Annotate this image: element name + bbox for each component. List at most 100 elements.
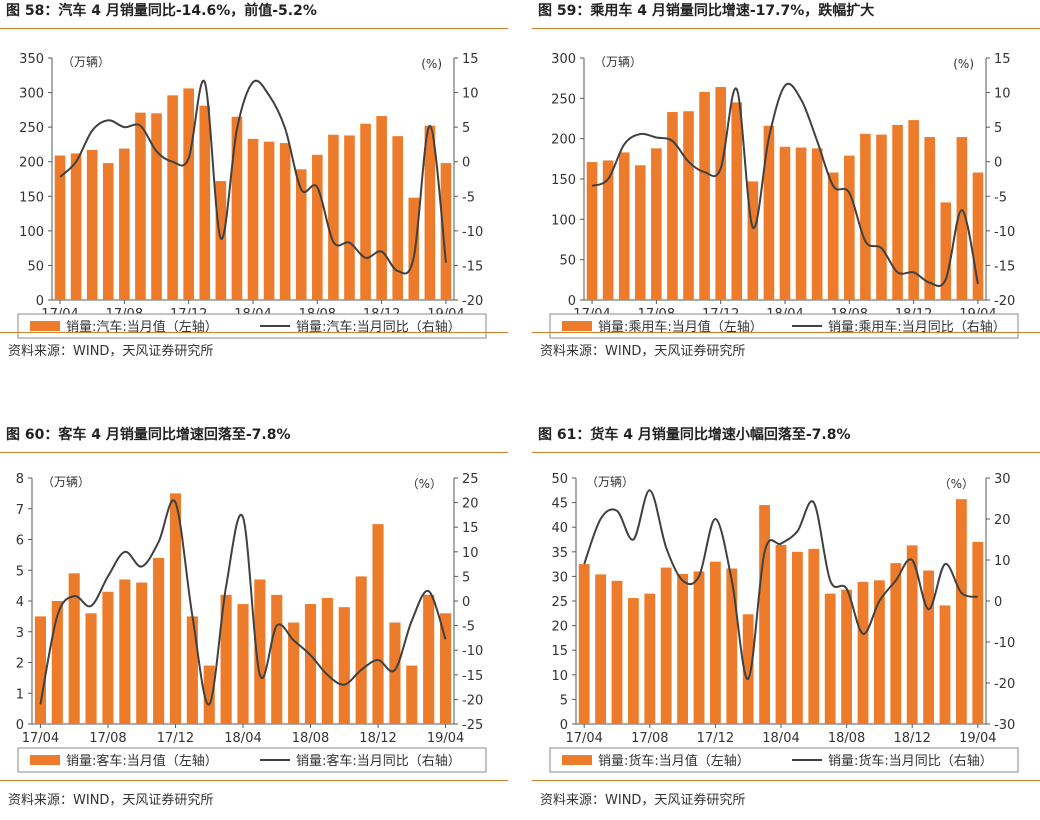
left-tick-label: 40: [551, 521, 568, 536]
legend-bar-swatch: [30, 755, 60, 765]
right-unit-label: （%）: [939, 477, 974, 491]
right-tick-label: -15: [462, 259, 483, 274]
bar: [660, 567, 672, 724]
bar: [618, 152, 630, 300]
right-tick-label: 25: [462, 472, 479, 487]
left-tick-label: 3: [16, 626, 24, 641]
source-note: 资料来源：WIND，天风证券研究所: [540, 793, 746, 808]
right-tick-label: 10: [462, 546, 479, 561]
x-tick-label: 17/04: [22, 731, 59, 746]
right-tick-label: -15: [462, 669, 483, 684]
legend-bar-label: 销量:乘用车:当月值（左轴）: [598, 319, 763, 335]
bar: [424, 125, 436, 300]
title-rule: [0, 452, 508, 453]
chart-panel-60: 图 60：客车 4 月销量同比增速回落至-7.8% 0 1 2 3 4 5 6 7 8 -25 -2…: [0, 424, 508, 816]
bottom-rule: [532, 332, 1040, 333]
bar: [677, 573, 689, 724]
bar: [683, 111, 694, 301]
bar: [715, 87, 726, 300]
x-tick-label: 18/04: [762, 731, 799, 746]
bar: [440, 163, 452, 300]
x-tick-label: 18/08: [292, 731, 329, 746]
bar: [312, 154, 323, 300]
right-unit-label: （%）: [407, 477, 442, 491]
line-series: [59, 79, 447, 275]
bar: [857, 581, 869, 724]
bar: [844, 155, 855, 300]
left-tick-label: 200: [551, 133, 576, 148]
chart-panel-61: 图 61：货车 4 月销量同比增速小幅回落至-7.8% 0 5 10 15 20 25 30…: [532, 424, 1040, 816]
legend-bar-swatch: [30, 321, 60, 331]
bar: [247, 138, 259, 300]
bar: [279, 143, 291, 300]
x-tick-label: 18/12: [359, 731, 396, 746]
left-tick-label: 50: [551, 472, 568, 487]
left-tick-label: 8: [16, 472, 24, 487]
bar: [940, 202, 952, 300]
bar: [423, 594, 435, 724]
right-tick-label: 0: [462, 156, 470, 171]
source-note: 资料来源：WIND，天风证券研究所: [8, 344, 214, 359]
right-tick-label: 15: [462, 52, 479, 67]
right-tick-label: 15: [462, 521, 479, 536]
chart-panel-58: 图 58：汽车 4 月销量同比-14.6%，前值-5.2% 0 50 100 150 2…: [0, 0, 508, 392]
left-tick-label: 0: [560, 718, 568, 733]
left-unit-label: （万辆）: [586, 475, 634, 489]
bar: [70, 153, 82, 300]
bar: [972, 172, 984, 300]
chart-svg: 0 50 100 150 200 250 300 -20 -15 -10 -5 0 5 10 15 （万辆） (…: [549, 52, 1019, 339]
bar: [54, 155, 66, 300]
bottom-rule: [532, 780, 1040, 781]
left-tick-label: 0: [36, 294, 44, 309]
bar: [321, 597, 333, 724]
line-series: [591, 82, 979, 287]
line-series: [39, 499, 447, 706]
bar: [956, 137, 968, 300]
x-tick-label: 17/12: [697, 731, 734, 746]
chart-svg: 0 50 100 150 200 250 300 350 -20 -15 -10 -5 0 5 10 15 （万…: [17, 52, 487, 339]
bar: [86, 149, 98, 300]
bar: [955, 499, 967, 724]
legend-box: [17, 747, 487, 773]
left-tick-label: 2: [16, 657, 24, 672]
title-rule: [532, 452, 1040, 453]
left-tick-label: 7: [16, 503, 24, 518]
right-tick-label: -20: [994, 294, 1015, 309]
right-tick-label: -10: [462, 644, 483, 659]
bar: [295, 169, 307, 300]
bar: [906, 545, 918, 724]
right-tick-label: 30: [994, 472, 1011, 487]
bar: [271, 594, 283, 724]
right-unit-label: (%): [421, 57, 442, 71]
left-tick-label: 6: [16, 534, 24, 549]
x-tick-label: 19/04: [959, 731, 996, 746]
right-tick-label: 20: [994, 513, 1011, 528]
left-tick-label: 200: [19, 156, 44, 171]
legend-bar-swatch: [562, 755, 592, 765]
panel-title: 图 58：汽车 4 月销量同比-14.6%，前值-5.2%: [6, 3, 317, 19]
chart-svg: 0 5 10 15 20 25 30 35 40 45 50 -30 -20 -10 0 10 20 30 （万辆）…: [549, 472, 1019, 773]
bar: [372, 524, 384, 724]
bar: [860, 133, 871, 300]
left-tick-label: 15: [551, 644, 568, 659]
right-tick-label: -25: [462, 718, 483, 733]
bar: [254, 579, 266, 724]
bar: [186, 616, 198, 724]
bottom-rule: [0, 332, 508, 333]
bar: [908, 120, 919, 300]
chart-panel-59: 图 59：乘用车 4 月销量同比增速-17.7%，跌幅扩大 0 50 100 150 2…: [532, 0, 1040, 392]
right-tick-label: 20: [462, 497, 479, 512]
right-tick-label: -30: [994, 718, 1015, 733]
left-tick-label: 1: [16, 687, 24, 702]
bar: [360, 123, 371, 300]
bar: [153, 557, 165, 724]
legend-box: [549, 747, 1019, 773]
bar: [841, 589, 853, 724]
left-tick-label: 4: [16, 595, 24, 610]
right-tick-label: 0: [994, 156, 1002, 171]
left-tick-label: 100: [551, 213, 576, 228]
left-tick-label: 50: [559, 254, 576, 269]
legend-line-label: 销量:汽车:当月同比（右轴）: [296, 319, 461, 335]
right-tick-label: -5: [462, 190, 475, 205]
bar: [51, 601, 63, 724]
